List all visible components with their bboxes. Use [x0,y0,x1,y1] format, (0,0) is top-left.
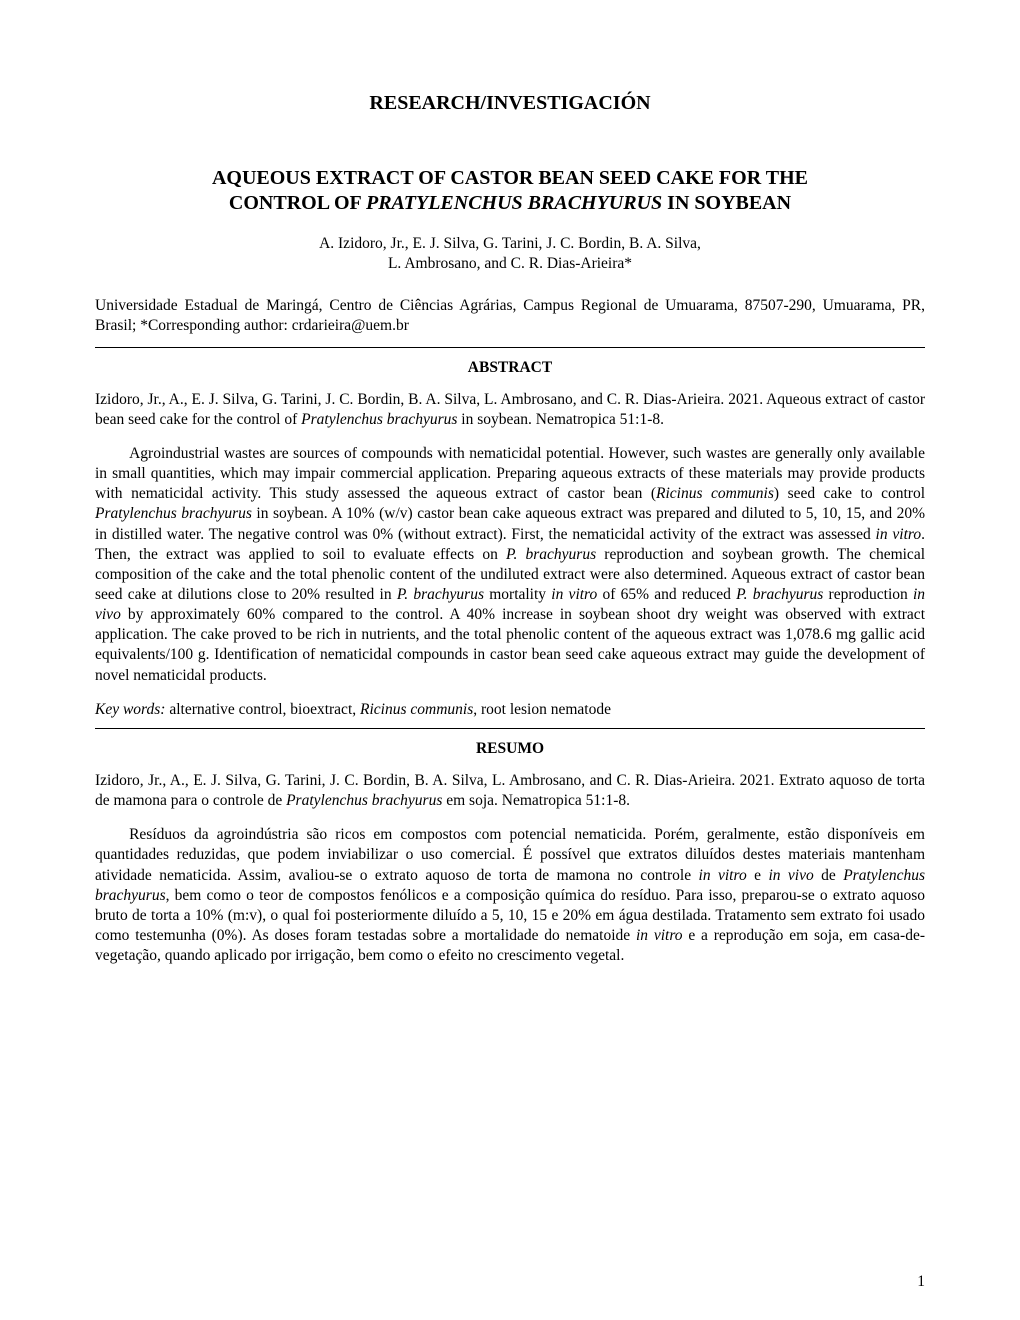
title-line2a: CONTROL OF [229,192,366,214]
authors-line2: L. Ambrosano, and C. R. Dias-Arieira* [388,255,632,272]
abs-t2: ) seed cake to control [774,485,925,502]
abstract-body: Agroindustrial wastes are sources of com… [95,444,925,686]
abs-t9: by approximately 60% compared to the con… [95,606,925,683]
abs-invitro2: in vitro [551,586,597,603]
abs-cite-b: in soybean. Nematropica 51:1-8. [457,411,664,428]
kw-it: Ricinus communis [360,701,473,718]
abs-t7: of 65% and reduced [597,586,736,603]
resumo-body: Resíduos da agroindústria são ricos em c… [95,825,925,966]
abstract-heading: ABSTRACT [95,358,925,378]
kw-label: Key words: [95,701,165,718]
rule-mid [95,728,925,729]
abs-pbrachy3: P. brachyurus [397,586,484,603]
res-cite-b: em soja. Nematropica 51:1-8. [442,792,630,809]
abs-pbrachy2: P. brachyurus [506,546,596,563]
res-t2: e [747,867,769,884]
res-t3: de [814,867,843,884]
abstract-citation: Izidoro, Jr., A., E. J. Silva, G. Tarini… [95,390,925,430]
abs-ricinus: Ricinus communis [656,485,774,502]
title-line1: AQUEOUS EXTRACT OF CASTOR BEAN SEED CAKE… [212,167,808,189]
abs-cite-species: Pratylenchus brachyurus [301,411,457,428]
res-cite-species: Pratylenchus brachyurus [286,792,442,809]
kw-b: , root lesion nematode [473,701,611,718]
abs-invitro1: in vitro [876,526,922,543]
abs-t6: mortality [484,586,551,603]
section-label: RESEARCH/INVESTIGACIÓN [95,90,925,116]
kw-a: alternative control, bioextract, [165,701,360,718]
resumo-citation: Izidoro, Jr., A., E. J. Silva, G. Tarini… [95,771,925,811]
res-invitro: in vitro [699,867,747,884]
rule-top [95,347,925,348]
keywords: Key words: alternative control, bioextra… [95,700,925,720]
title-species: PRATYLENCHUS BRACHYURUS [366,192,662,214]
article-title: AQUEOUS EXTRACT OF CASTOR BEAN SEED CAKE… [95,166,925,216]
res-invitro2: in vitro [636,927,683,944]
title-line2b: IN SOYBEAN [662,192,791,214]
resumo-heading: RESUMO [95,739,925,759]
authors-line1: A. Izidoro, Jr., E. J. Silva, G. Tarini,… [319,235,701,252]
res-invivo: in vivo [768,867,813,884]
authors: A. Izidoro, Jr., E. J. Silva, G. Tarini,… [95,234,925,274]
abs-pbrachy1: Pratylenchus brachyurus [95,505,252,522]
page-number: 1 [917,1272,925,1292]
affiliation: Universidade Estadual de Maringá, Centro… [95,296,925,336]
abs-t8: reproduction [823,586,913,603]
abs-pbrachy4: P. brachyurus [736,586,823,603]
